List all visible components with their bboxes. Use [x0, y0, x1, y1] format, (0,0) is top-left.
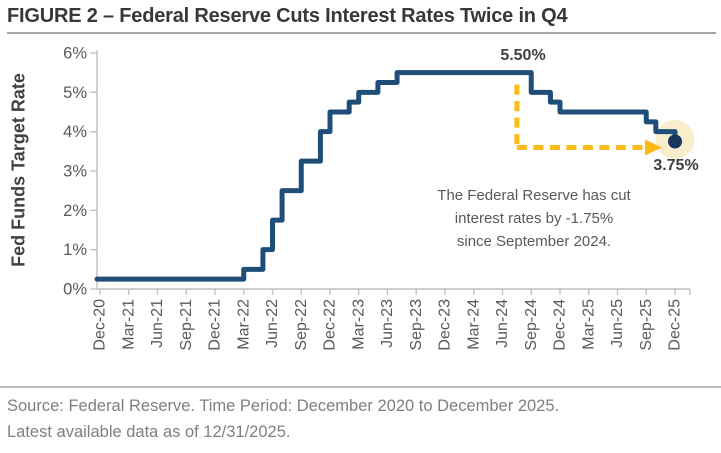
- source-line-1: Source: Federal Reserve. Time Period: De…: [7, 397, 560, 415]
- y-tick-label: 2%: [63, 202, 87, 220]
- x-tick-label: Mar-22: [235, 299, 252, 350]
- end-rate-label: 3.75%: [653, 157, 699, 174]
- y-axis-title: Fed Funds Target Rate: [8, 73, 29, 267]
- x-tick-label: Mar-24: [465, 299, 482, 350]
- x-tick-label: Jun-21: [149, 299, 166, 348]
- x-tick-label: Sep-22: [293, 299, 310, 351]
- x-tick-label: Sep-23: [408, 299, 425, 351]
- x-tick-label: Mar-23: [350, 299, 367, 350]
- y-tick-label: 6%: [63, 45, 87, 63]
- source-line-2: Latest available data as of 12/31/2025.: [7, 423, 291, 441]
- x-tick-label: Sep-25: [638, 299, 655, 351]
- note-line-1: The Federal Reserve has cut: [437, 187, 631, 204]
- x-tick-label: Mar-21: [120, 299, 137, 350]
- source-note: Source: Federal Reserve. Time Period: De…: [0, 386, 721, 453]
- y-tick-label: 5%: [63, 84, 87, 102]
- rate-step-line: [94, 70, 678, 282]
- axis-lines: [96, 50, 690, 290]
- callout-arrowhead-icon: [645, 139, 662, 156]
- x-tick-label: Dec-22: [322, 299, 339, 351]
- figure-title: FIGURE 2 – Federal Reserve Cuts Interest…: [7, 5, 568, 27]
- title-divider: [7, 32, 716, 34]
- x-tick-label: Dec-20: [92, 299, 109, 351]
- x-tick-label: Sep-21: [178, 299, 195, 351]
- x-tick-label: Jun-24: [494, 299, 511, 348]
- note-line-2: interest rates by -1.75%: [454, 210, 614, 227]
- fed-funds-step-chart: 0% 1% 2% 3% 4% 5% 6% Dec-20 Mar-21 Jun-21 Sep-21 De…: [63, 45, 695, 351]
- x-tick-label: Dec-24: [552, 299, 569, 351]
- x-tick-label: Dec-25: [667, 299, 684, 351]
- endpoint-dot: [668, 134, 682, 149]
- y-tick-label: 3%: [63, 163, 87, 181]
- x-tick-label: Jun-22: [264, 299, 281, 348]
- x-tick-label: Jun-25: [609, 299, 626, 348]
- x-tick-label: Dec-23: [437, 299, 454, 351]
- rate-cut-note: The Federal Reserve has cut interest rat…: [437, 184, 630, 253]
- note-line-3: since September 2024.: [456, 233, 612, 250]
- y-tick-label: 1%: [63, 241, 87, 259]
- x-tick-label: Sep-24: [523, 299, 540, 351]
- peak-rate-label: 5.50%: [500, 47, 546, 64]
- chart-area: 0% 1% 2% 3% 4% 5% 6% Dec-20 Mar-21 Jun-21 Sep-21 De…: [8, 45, 699, 351]
- y-tick-label: 0%: [63, 281, 87, 299]
- x-tick-label: Mar-25: [580, 299, 597, 350]
- x-tick-label: Jun-23: [379, 299, 396, 348]
- y-tick-label: 4%: [63, 123, 87, 141]
- x-tick-label: Dec-21: [207, 299, 224, 351]
